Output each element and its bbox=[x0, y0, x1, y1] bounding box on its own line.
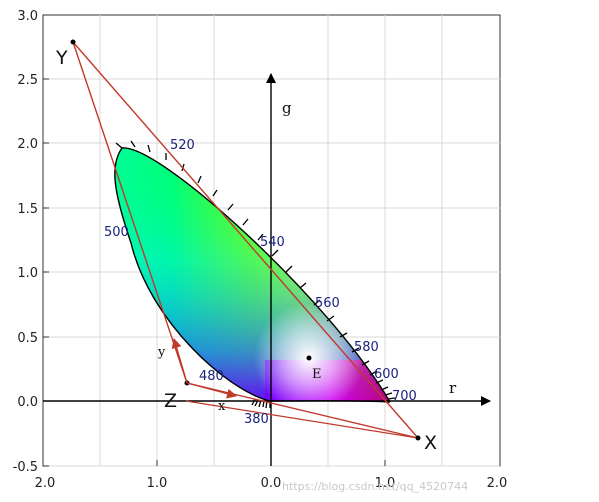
y-tick-label: 1.5 bbox=[17, 202, 38, 217]
wavelength-label: 600 bbox=[374, 367, 399, 382]
x-tick-label: 0.0 bbox=[261, 476, 282, 491]
watermark-text: https://blog.csdn.net/qq_4520744 bbox=[282, 480, 468, 493]
z-primary-label: Z bbox=[164, 390, 177, 412]
r-axis-label: r bbox=[449, 379, 457, 397]
wavelength-label: 700 bbox=[392, 389, 417, 404]
y-tick-label: -0.5 bbox=[13, 460, 38, 475]
white-point: E bbox=[306, 355, 322, 382]
wavelength-label: 520 bbox=[170, 138, 195, 153]
spectral-locus-fill bbox=[114, 147, 391, 402]
wavelength-label: 540 bbox=[260, 235, 285, 250]
x-vector-arrow bbox=[186, 382, 237, 399]
x-tick-label: 2.0 bbox=[35, 476, 56, 491]
wavelength-label: 560 bbox=[315, 296, 340, 311]
y-tick-label: 1.0 bbox=[17, 266, 38, 281]
y-tick-label: 3.0 bbox=[17, 9, 38, 24]
white-point-dot bbox=[306, 355, 312, 361]
y-tick-label: 0.0 bbox=[17, 395, 38, 410]
y-primary-point bbox=[70, 39, 76, 45]
primaries-triangle bbox=[72, 41, 420, 440]
y-vector-arrow bbox=[171, 338, 188, 384]
x-tick-label: 1.0 bbox=[147, 476, 168, 491]
x-primary-point bbox=[415, 435, 421, 441]
x-primary-label: X bbox=[424, 432, 437, 454]
x-tick-label: 1.0 bbox=[375, 476, 396, 491]
y-tick-label: 2.5 bbox=[17, 73, 38, 88]
x-vector-label: x bbox=[218, 399, 226, 414]
wavelength-label: 500 bbox=[104, 225, 129, 240]
wavelength-label: 480 bbox=[199, 369, 224, 384]
wavelength-ticks bbox=[115, 140, 396, 409]
x-tick-label: 2.0 bbox=[487, 476, 508, 491]
g-axis-label: g bbox=[282, 99, 292, 117]
x-tick-labels: 2.0 1.0 0.0 1.0 2.0 bbox=[35, 476, 508, 491]
wavelength-label: 380 bbox=[244, 412, 269, 427]
white-point-label: E bbox=[312, 367, 322, 382]
xyz-triangle: Y X Z y x bbox=[55, 39, 437, 454]
y-primary-label: Y bbox=[55, 47, 68, 69]
wavelength-labels: 380 480 500 520 540 560 580 600 700 bbox=[104, 138, 417, 427]
y-tick-label: 0.5 bbox=[17, 331, 38, 346]
y-tick-labels: 3.0 2.5 2.0 1.5 1.0 0.5 0.0 -0.5 bbox=[13, 9, 38, 475]
wavelength-label: 580 bbox=[354, 340, 379, 355]
y-tick-label: 2.0 bbox=[17, 137, 38, 152]
y-vector-label: y bbox=[157, 345, 166, 360]
